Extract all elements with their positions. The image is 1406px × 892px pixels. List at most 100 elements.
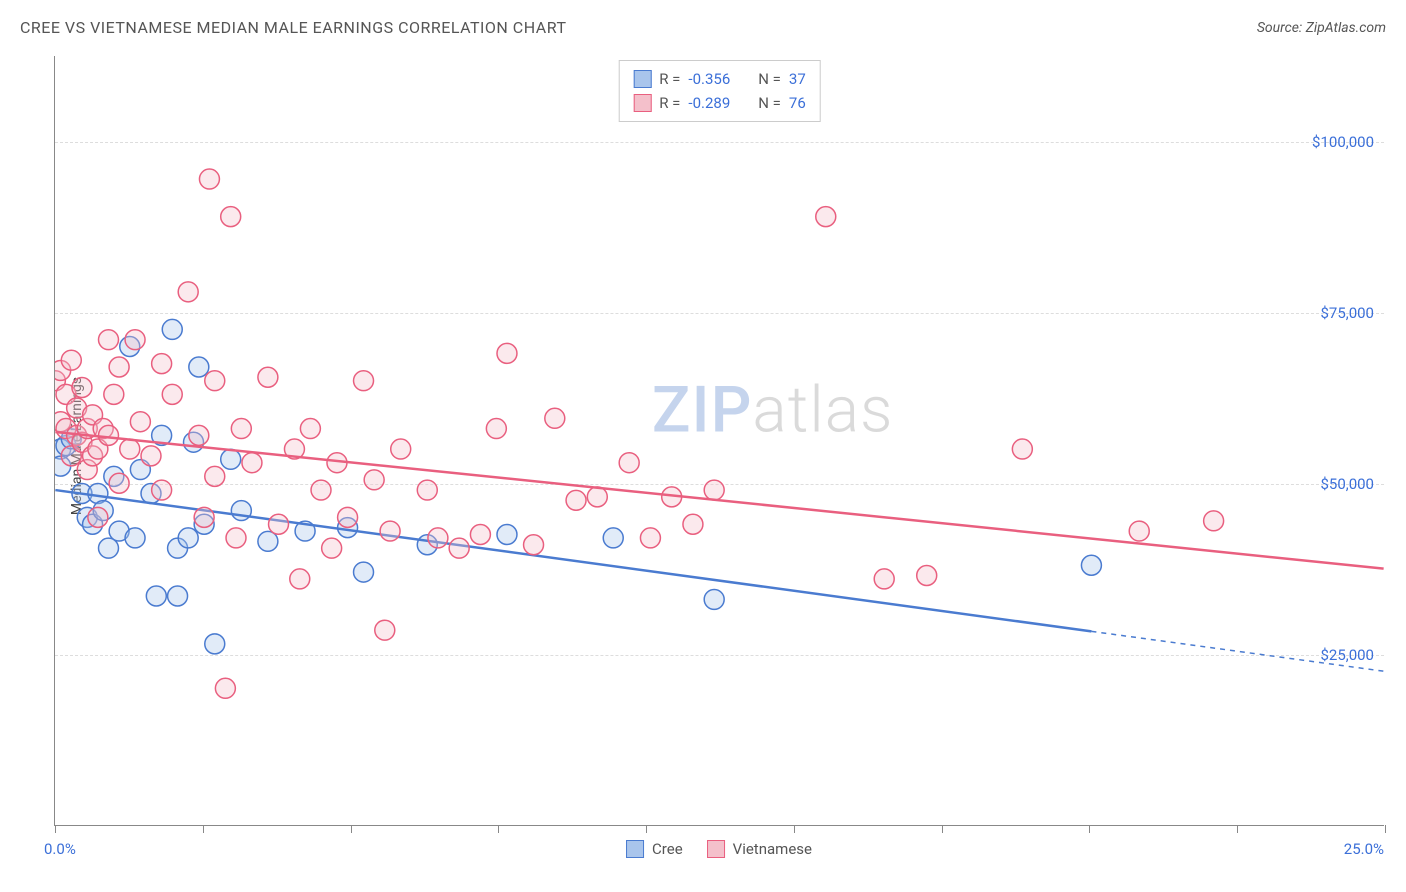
- data-point: [194, 507, 214, 527]
- x-tick: [794, 825, 795, 833]
- x-tick: [646, 825, 647, 833]
- legend-label: Cree: [652, 840, 683, 858]
- data-point: [99, 330, 119, 350]
- data-point: [364, 470, 384, 490]
- legend-row: R = -0.289N = 76: [633, 91, 806, 115]
- data-point: [99, 425, 119, 445]
- x-tick: [942, 825, 943, 833]
- chart-title: CREE VS VIETNAMESE MEDIAN MALE EARNINGS …: [20, 18, 566, 37]
- data-point: [428, 528, 448, 548]
- x-tick: [1237, 825, 1238, 833]
- data-point: [300, 419, 320, 439]
- data-point: [162, 319, 182, 339]
- data-point: [497, 525, 517, 545]
- data-point: [704, 480, 724, 500]
- x-tick: [1385, 825, 1386, 833]
- data-point: [242, 453, 262, 473]
- legend-r-value: -0.289: [688, 91, 730, 115]
- data-point: [619, 453, 639, 473]
- data-point: [189, 357, 209, 377]
- data-point: [1081, 555, 1101, 575]
- legend-n-label: N =: [758, 91, 781, 115]
- data-point: [391, 439, 411, 459]
- data-point: [152, 354, 172, 374]
- data-point: [104, 384, 124, 404]
- data-point: [205, 634, 225, 654]
- data-point: [221, 207, 241, 227]
- data-point: [130, 412, 150, 432]
- legend-r-value: -0.356: [688, 67, 730, 91]
- data-point: [269, 514, 289, 534]
- data-point: [311, 480, 331, 500]
- data-point: [152, 480, 172, 500]
- legend-label: Vietnamese: [733, 840, 812, 858]
- data-point: [215, 678, 235, 698]
- x-tick: [55, 825, 56, 833]
- data-point: [704, 589, 724, 609]
- data-point: [486, 419, 506, 439]
- data-point: [497, 343, 517, 363]
- data-point: [221, 449, 241, 469]
- legend-row: R = -0.356 N = 37: [633, 67, 806, 91]
- chart-svg: [55, 56, 1384, 825]
- data-point: [125, 528, 145, 548]
- legend-swatch: [633, 70, 651, 88]
- series-legend: Cree Vietnamese: [626, 840, 812, 858]
- data-point: [125, 330, 145, 350]
- data-point: [545, 408, 565, 428]
- data-point: [354, 371, 374, 391]
- data-point: [566, 490, 586, 510]
- data-point: [290, 569, 310, 589]
- x-axis-max-label: 25.0%: [1344, 840, 1384, 858]
- trend-line-extrapolated: [1091, 631, 1383, 671]
- data-point: [874, 569, 894, 589]
- data-point: [375, 620, 395, 640]
- data-point: [587, 487, 607, 507]
- data-point: [1204, 511, 1224, 531]
- data-point: [524, 535, 544, 555]
- legend-n-label: N =: [758, 67, 781, 91]
- data-point: [162, 384, 182, 404]
- data-point: [109, 473, 129, 493]
- legend-n-value: 37: [789, 67, 806, 91]
- data-point: [231, 419, 251, 439]
- data-point: [470, 525, 490, 545]
- data-point: [199, 169, 219, 189]
- x-tick: [498, 825, 499, 833]
- data-point: [178, 282, 198, 302]
- data-point: [178, 528, 198, 548]
- legend-n-value: 76: [789, 91, 806, 115]
- plot-area: $25,000$50,000$75,000$100,000 ZIPatlas R…: [54, 56, 1384, 826]
- x-tick: [351, 825, 352, 833]
- data-point: [61, 350, 81, 370]
- source-label: Source: ZipAtlas.com: [1257, 20, 1386, 36]
- legend-swatch: [626, 840, 644, 858]
- legend-item: Vietnamese: [707, 840, 812, 858]
- x-tick: [203, 825, 204, 833]
- x-tick: [1089, 825, 1090, 833]
- data-point: [640, 528, 660, 548]
- data-point: [226, 528, 246, 548]
- legend-swatch: [633, 94, 651, 112]
- data-point: [816, 207, 836, 227]
- data-point: [603, 528, 623, 548]
- trend-line: [55, 432, 1383, 569]
- data-point: [338, 507, 358, 527]
- data-point: [380, 521, 400, 541]
- data-point: [683, 514, 703, 534]
- data-point: [120, 439, 140, 459]
- data-point: [141, 446, 161, 466]
- data-point: [417, 480, 437, 500]
- scatter-chart: $25,000$50,000$75,000$100,000 ZIPatlas R…: [54, 56, 1384, 826]
- stats-legend: R = -0.356 N = 37R = -0.289 N = 76: [618, 60, 821, 122]
- data-point: [917, 566, 937, 586]
- data-point: [88, 507, 108, 527]
- data-point: [205, 371, 225, 391]
- data-point: [168, 586, 188, 606]
- data-point: [189, 425, 209, 445]
- data-point: [354, 562, 374, 582]
- data-point: [146, 586, 166, 606]
- data-point: [322, 538, 342, 558]
- data-point: [258, 367, 278, 387]
- legend-r-label: R =: [659, 67, 680, 91]
